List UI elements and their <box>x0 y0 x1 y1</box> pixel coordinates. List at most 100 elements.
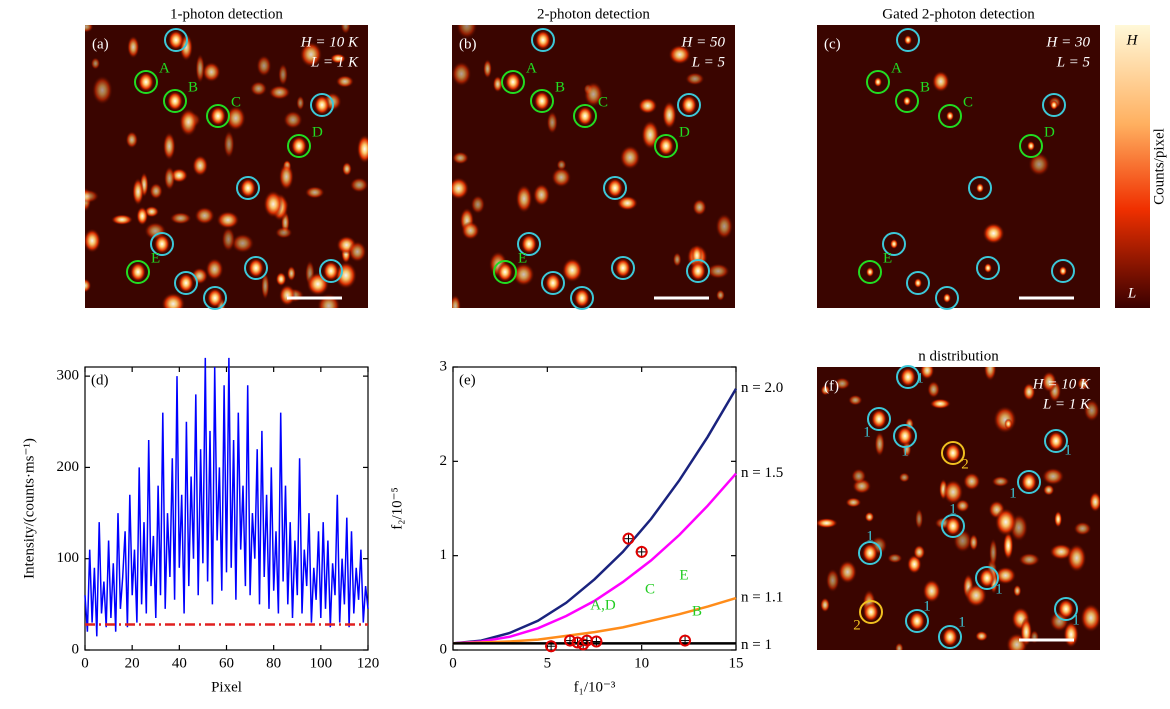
spot <box>162 131 176 161</box>
annotation: L = 1 K <box>1042 396 1091 412</box>
marker-circle <box>134 70 158 94</box>
image-panel <box>817 25 1100 308</box>
marker-label: 1 <box>916 370 924 386</box>
spot <box>991 475 1010 488</box>
spot <box>975 630 989 642</box>
spot <box>942 479 964 505</box>
marker-circle <box>686 259 710 283</box>
marker-circle <box>319 259 343 283</box>
spot <box>887 553 903 564</box>
x-tick-label: 40 <box>172 655 187 671</box>
spot <box>149 182 163 200</box>
spot <box>976 183 984 193</box>
spot <box>1002 531 1014 560</box>
marker-circle <box>893 424 917 448</box>
spot <box>692 198 707 216</box>
marker-label: D <box>312 124 323 140</box>
spot <box>532 183 551 207</box>
spot <box>168 30 184 50</box>
spot <box>641 120 660 150</box>
curve-label: n = 2.0 <box>741 380 783 396</box>
spot <box>456 25 478 40</box>
spot <box>278 162 294 191</box>
spot <box>231 233 255 254</box>
marker-circle <box>1017 470 1041 494</box>
marker-label: A <box>891 60 902 76</box>
spot <box>191 267 209 285</box>
spot <box>706 263 730 279</box>
spot <box>299 41 323 68</box>
spot <box>1041 467 1065 486</box>
spot <box>871 409 887 429</box>
marker-circle <box>287 134 311 158</box>
spot <box>85 189 100 204</box>
spot <box>492 75 503 93</box>
x-tick-label: 80 <box>266 655 281 671</box>
spot <box>340 25 351 35</box>
spot <box>1054 510 1063 528</box>
y-axis-label: f₂/10⁻⁵ <box>389 487 405 530</box>
marker-label: 1 <box>958 614 966 630</box>
spot <box>668 44 692 65</box>
marker-circle <box>1044 429 1068 453</box>
data-line <box>84 357 369 637</box>
spot <box>240 178 256 198</box>
spot <box>192 154 209 177</box>
spot <box>452 294 461 308</box>
spot <box>903 96 911 106</box>
marker-circle <box>530 89 554 113</box>
spot <box>1077 377 1090 391</box>
spot <box>619 145 641 170</box>
spot <box>256 54 272 77</box>
spot <box>127 35 140 59</box>
image-content <box>817 367 1100 650</box>
spot <box>866 267 874 277</box>
marker-circle <box>935 286 959 310</box>
marker-circle <box>938 625 962 649</box>
spot <box>1080 603 1100 633</box>
y-tick-label: 1 <box>440 547 448 563</box>
spot <box>154 234 170 254</box>
spot <box>334 261 358 290</box>
point <box>679 634 692 647</box>
spot <box>874 77 882 87</box>
spot <box>820 384 831 396</box>
marker-label: 1 <box>923 598 931 614</box>
spot <box>1048 431 1064 451</box>
spot <box>535 30 551 50</box>
marker-circle <box>126 260 150 284</box>
spot <box>348 240 367 263</box>
point-label: A,D <box>590 597 616 613</box>
spot <box>323 261 339 281</box>
point <box>545 640 558 653</box>
spot <box>223 130 235 159</box>
spot <box>942 627 958 647</box>
spot <box>817 517 838 529</box>
image-panel <box>452 25 735 308</box>
spot <box>909 611 925 631</box>
spot <box>483 59 492 79</box>
spot <box>685 72 705 86</box>
spot <box>845 497 862 508</box>
panel-label: (b) <box>459 36 477 52</box>
plot-frame <box>452 366 737 651</box>
marker-circle <box>164 28 188 52</box>
spot <box>248 258 264 278</box>
marker-label: 1 <box>949 501 957 517</box>
curve-label: n = 1.1 <box>741 590 783 606</box>
x-tick-label: 100 <box>310 655 333 671</box>
spot <box>1021 472 1037 492</box>
point-label: C <box>645 581 655 597</box>
spot <box>194 206 215 225</box>
marker-label: C <box>598 94 608 110</box>
spot <box>945 443 961 463</box>
annotation: H = 50 <box>681 34 726 50</box>
spot <box>989 538 998 567</box>
annotation: H = 30 <box>1046 34 1091 50</box>
y-tick-label: 0 <box>72 641 80 657</box>
marker-circle <box>654 134 678 158</box>
spot <box>1083 399 1100 422</box>
marker-label: 2 <box>853 617 861 633</box>
marker-label: B <box>188 79 198 95</box>
